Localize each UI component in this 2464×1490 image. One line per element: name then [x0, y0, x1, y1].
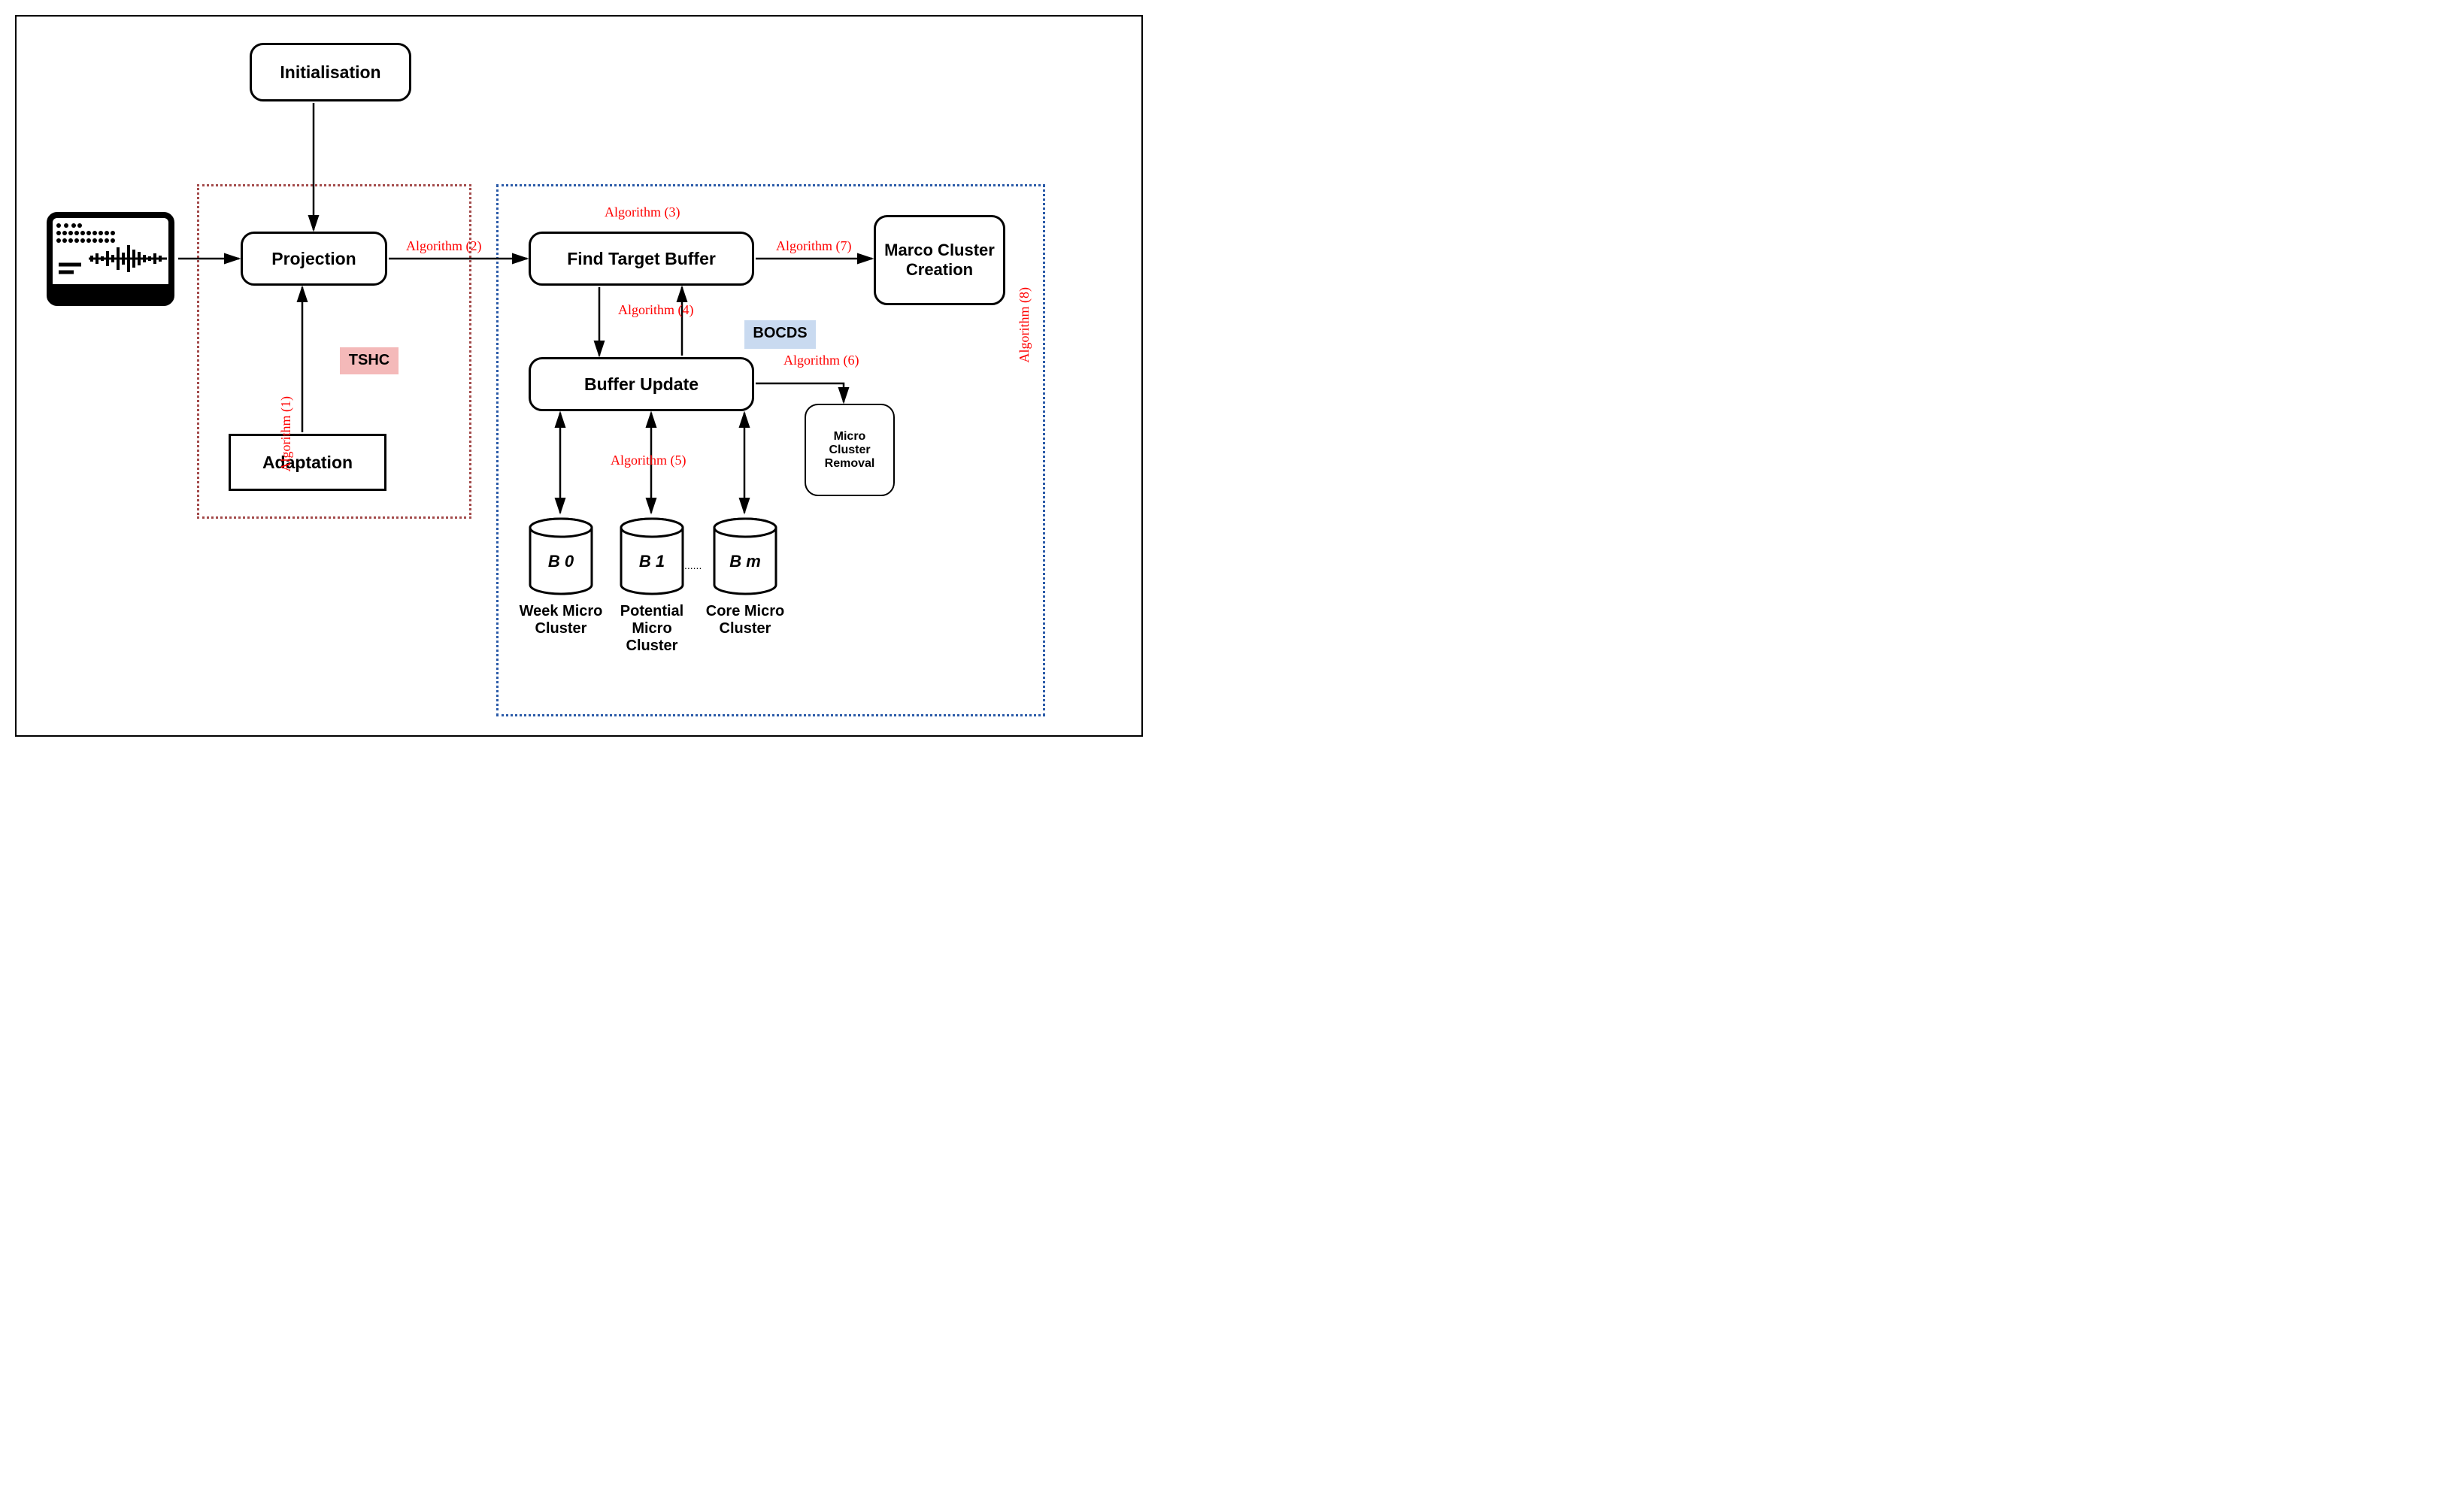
algo-6-text: Algorithm (6): [783, 353, 859, 368]
adaptation-node: Adaptation: [229, 434, 386, 491]
algo-5-text: Algorithm (5): [611, 453, 686, 468]
b1-label: B 1: [615, 552, 689, 571]
buffer-update-node: Buffer Update: [529, 357, 754, 411]
find-target-label: Find Target Buffer: [567, 249, 716, 269]
algo-8-text: Algorithm (8): [1017, 287, 1032, 363]
bm-text: B m: [729, 552, 761, 571]
b0-sublabel: Week Micro Cluster: [515, 603, 607, 637]
b1-text: B 1: [639, 552, 665, 571]
cyl-dots-text: ......: [684, 559, 702, 571]
algo-3-text: Algorithm (3): [605, 204, 680, 220]
algo-4-label: Algorithm (4): [618, 302, 694, 318]
marco-label: Marco Cluster Creation: [882, 241, 997, 280]
b1-subtext: Potential Micro Cluster: [620, 603, 683, 654]
initialisation-label: Initialisation: [280, 62, 380, 83]
projection-node: Projection: [241, 232, 387, 286]
bm-sublabel: Core Micro Cluster: [699, 603, 791, 637]
micro-removal-node: Micro Cluster Removal: [805, 404, 895, 496]
diagram-canvas: TSHC BOCDS Initialisation Projection Ada…: [15, 15, 1143, 737]
algo-8-label: Algorithm (8): [1017, 287, 1032, 363]
algo-7-label: Algorithm (7): [776, 238, 852, 254]
algo-1-label: Algorithm (1): [278, 396, 294, 472]
b0-text: B 0: [548, 552, 574, 571]
cyl-dots: ......: [684, 559, 702, 571]
projection-label: Projection: [271, 249, 356, 269]
algo-7-text: Algorithm (7): [776, 238, 852, 253]
algo-2-text: Algorithm (2): [406, 238, 482, 253]
bocds-badge-text: BOCDS: [753, 325, 807, 341]
find-target-node: Find Target Buffer: [529, 232, 754, 286]
bocds-badge: BOCDS: [744, 320, 816, 349]
bm-label: B m: [708, 552, 782, 571]
marco-node: Marco Cluster Creation: [874, 215, 1005, 305]
algo-1-text: Algorithm (1): [278, 396, 293, 472]
buffer-update-label: Buffer Update: [584, 374, 699, 395]
algo-4-text: Algorithm (4): [618, 302, 694, 317]
tshc-badge-text: TSHC: [349, 352, 389, 368]
b1-sublabel: Potential Micro Cluster: [606, 603, 698, 655]
initialisation-node: Initialisation: [250, 43, 411, 101]
algo-5-label: Algorithm (5): [611, 453, 686, 468]
b0-subtext: Week Micro Cluster: [520, 603, 603, 637]
algo-3-label: Algorithm (3): [605, 204, 680, 220]
micro-removal-label: Micro Cluster Removal: [812, 430, 887, 471]
algo-2-label: Algorithm (2): [406, 238, 482, 254]
b0-label: B 0: [524, 552, 598, 571]
tshc-badge: TSHC: [340, 347, 399, 374]
bm-subtext: Core Micro Cluster: [706, 603, 784, 637]
adaptation-label: Adaptation: [262, 453, 353, 473]
waveform-icon: [47, 212, 174, 306]
algo-6-label: Algorithm (6): [783, 353, 859, 368]
